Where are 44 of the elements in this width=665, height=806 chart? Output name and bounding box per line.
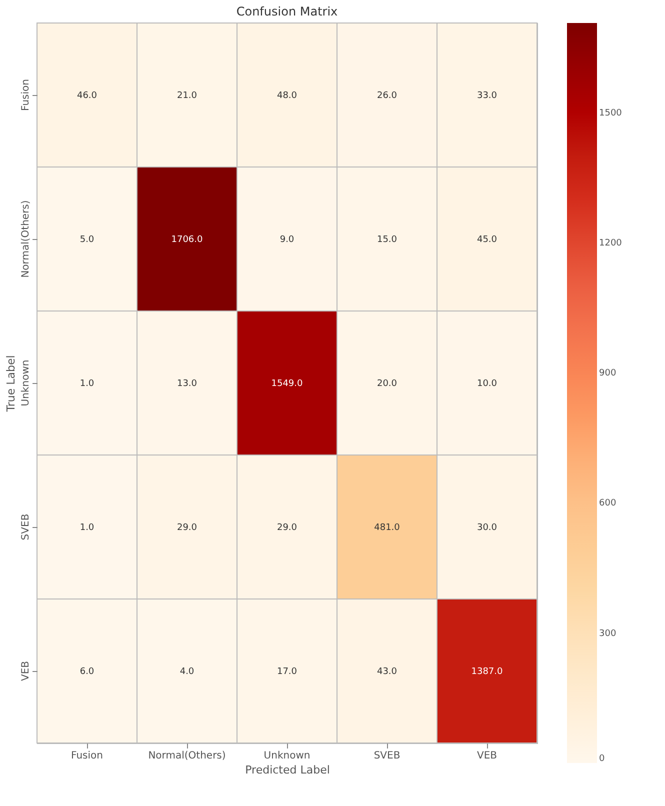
data-label: 46.0	[76, 91, 98, 101]
y-tick-label: Fusion	[20, 79, 32, 111]
data-label: 48.0	[276, 91, 298, 101]
y-tick-label: Unknown	[20, 360, 32, 406]
y-tick-label: SVEB	[20, 514, 32, 540]
x-tick-label: Normal(Others)	[148, 750, 226, 762]
chart-title: Confusion Matrix	[236, 4, 338, 18]
data-label: 45.0	[476, 235, 498, 245]
data-label: 29.0	[276, 523, 298, 533]
data-label: 9.0	[280, 235, 294, 245]
data-label: 481.0	[374, 523, 400, 533]
color-bar-label: 0	[599, 754, 605, 764]
data-label: 33.0	[476, 91, 498, 101]
data-label: 5.0	[80, 235, 94, 245]
x-tick-label: Fusion	[71, 750, 103, 762]
data-label: 4.0	[180, 667, 194, 677]
data-label: 13.0	[176, 379, 198, 389]
data-label: 1387.0	[471, 667, 504, 677]
data-label: 1.0	[80, 379, 94, 389]
data-label: 30.0	[476, 523, 498, 533]
data-label: 20.0	[376, 379, 398, 389]
x-tick-label: VEB	[476, 750, 498, 762]
color-bar-label: 900	[599, 368, 616, 379]
x-tick-label: SVEB	[374, 750, 400, 762]
data-label: 21.0	[176, 91, 198, 101]
x-tick-label: Unknown	[264, 750, 310, 762]
data-label: 29.0	[176, 523, 198, 533]
data-label: 10.0	[476, 379, 498, 389]
data-label: 26.0	[376, 91, 398, 101]
data-label: 1.0	[80, 523, 94, 533]
data-label: 17.0	[276, 667, 298, 677]
color-bar-label: 1200	[599, 238, 622, 248]
data-label: 1706.0	[171, 235, 204, 245]
data-label: 1549.0	[271, 379, 304, 389]
y-tick-label: Normal(Others)	[20, 200, 32, 278]
data-label: 6.0	[80, 667, 94, 677]
color-bar-label: 1500	[599, 108, 622, 118]
color-bar-label: 600	[599, 498, 616, 509]
y-tick-label: VEB	[20, 660, 32, 682]
data-label: 43.0	[376, 667, 398, 677]
color-bar-label: 300	[599, 628, 616, 639]
y-axis-title: True Label	[4, 355, 18, 413]
x-axis-title: Predicted Label	[245, 764, 330, 776]
data-label: 15.0	[376, 235, 398, 245]
